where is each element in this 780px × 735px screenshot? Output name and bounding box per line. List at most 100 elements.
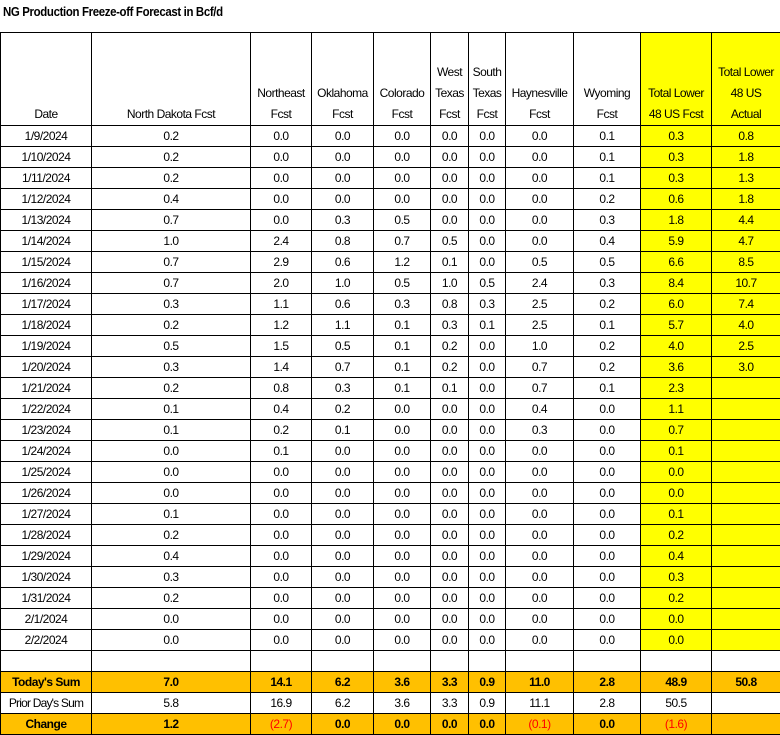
date-cell: 1/21/2024 — [1, 378, 92, 399]
date-cell: 1/14/2024 — [1, 231, 92, 252]
value-cell-west-texas-fcst: 0.0 — [431, 462, 469, 483]
value-cell-total-lower-48-us-actual — [712, 609, 780, 630]
value-cell-north-dakota-fcst: 0.1 — [92, 399, 251, 420]
summary-value: 0.9 — [469, 693, 506, 714]
value-cell-south-texas-fcst: 0.0 — [469, 126, 506, 147]
value-cell-total-lower-48-us-actual — [712, 546, 780, 567]
value-cell-northeast-fcst: 0.1 — [251, 441, 312, 462]
date-cell: 1/15/2024 — [1, 252, 92, 273]
empty-cell — [92, 651, 251, 672]
date-cell: 1/9/2024 — [1, 126, 92, 147]
header-text: Fcst — [597, 107, 618, 121]
value-cell-north-dakota-fcst: 0.0 — [92, 630, 251, 651]
value-cell-south-texas-fcst: 0.0 — [469, 147, 506, 168]
value-cell-oklahoma-fcst: 0.0 — [312, 588, 374, 609]
summary-value: 11.1 — [506, 693, 574, 714]
summary-value: 6.2 — [312, 672, 374, 693]
header-text: South — [473, 65, 502, 79]
value-cell-west-texas-fcst: 0.0 — [431, 147, 469, 168]
value-cell-oklahoma-fcst: 0.0 — [312, 504, 374, 525]
date-cell: 1/13/2024 — [1, 210, 92, 231]
date-cell: 1/28/2024 — [1, 525, 92, 546]
value-cell-south-texas-fcst: 0.0 — [469, 210, 506, 231]
value-cell-northeast-fcst: 0.0 — [251, 504, 312, 525]
summary-value: 0.9 — [469, 672, 506, 693]
value-cell-total-lower-48-us-fcst: 0.4 — [641, 546, 712, 567]
value-cell-wyoming-fcst: 0.3 — [574, 273, 641, 294]
summary-value: 3.3 — [431, 672, 469, 693]
value-cell-northeast-fcst: 0.2 — [251, 420, 312, 441]
value-cell-northeast-fcst: 1.4 — [251, 357, 312, 378]
summary-value: 16.9 — [251, 693, 312, 714]
value-cell-haynesville-fcst: 0.0 — [506, 567, 574, 588]
value-cell-haynesville-fcst: 0.0 — [506, 483, 574, 504]
value-cell-oklahoma-fcst: 0.2 — [312, 399, 374, 420]
value-cell-north-dakota-fcst: 0.3 — [92, 294, 251, 315]
summary-value: 14.1 — [251, 672, 312, 693]
value-cell-north-dakota-fcst: 0.0 — [92, 441, 251, 462]
value-cell-wyoming-fcst: 0.0 — [574, 483, 641, 504]
value-cell-colorado-fcst: 0.0 — [374, 399, 431, 420]
value-cell-haynesville-fcst: 0.0 — [506, 525, 574, 546]
value-cell-northeast-fcst: 0.0 — [251, 609, 312, 630]
value-cell-west-texas-fcst: 0.2 — [431, 357, 469, 378]
value-cell-total-lower-48-us-actual — [712, 420, 780, 441]
value-cell-wyoming-fcst: 0.0 — [574, 630, 641, 651]
value-cell-haynesville-fcst: 0.0 — [506, 546, 574, 567]
value-cell-total-lower-48-us-fcst: 0.3 — [641, 147, 712, 168]
value-cell-total-lower-48-us-actual: 10.7 — [712, 273, 780, 294]
date-cell: 1/31/2024 — [1, 588, 92, 609]
summary-value: 6.2 — [312, 693, 374, 714]
header-text: Colorado — [380, 86, 425, 100]
date-cell: 1/12/2024 — [1, 189, 92, 210]
value-cell-total-lower-48-us-actual: 1.3 — [712, 168, 780, 189]
value-cell-colorado-fcst: 0.0 — [374, 546, 431, 567]
summary-value: 3.6 — [374, 672, 431, 693]
summary-value — [712, 714, 780, 735]
value-cell-oklahoma-fcst: 0.6 — [312, 252, 374, 273]
value-cell-wyoming-fcst: 0.0 — [574, 504, 641, 525]
value-cell-west-texas-fcst: 0.0 — [431, 567, 469, 588]
value-cell-north-dakota-fcst: 0.1 — [92, 420, 251, 441]
value-cell-haynesville-fcst: 0.3 — [506, 420, 574, 441]
value-cell-oklahoma-fcst: 0.0 — [312, 546, 374, 567]
value-cell-south-texas-fcst: 0.0 — [469, 336, 506, 357]
header-text: Actual — [731, 107, 761, 121]
summary-label: Today's Sum — [1, 672, 92, 693]
empty-cell — [641, 651, 712, 672]
value-cell-wyoming-fcst: 0.0 — [574, 567, 641, 588]
empty-cell — [431, 651, 469, 672]
value-cell-haynesville-fcst: 0.0 — [506, 462, 574, 483]
value-cell-wyoming-fcst: 0.1 — [574, 315, 641, 336]
value-cell-colorado-fcst: 0.1 — [374, 378, 431, 399]
header-text: Oklahoma — [317, 86, 368, 100]
value-cell-west-texas-fcst: 0.5 — [431, 231, 469, 252]
value-cell-haynesville-fcst: 0.0 — [506, 168, 574, 189]
value-cell-wyoming-fcst: 0.1 — [574, 378, 641, 399]
value-cell-wyoming-fcst: 0.2 — [574, 189, 641, 210]
value-cell-colorado-fcst: 0.0 — [374, 609, 431, 630]
value-cell-north-dakota-fcst: 0.0 — [92, 609, 251, 630]
value-cell-total-lower-48-us-fcst: 5.7 — [641, 315, 712, 336]
value-cell-south-texas-fcst: 0.0 — [469, 588, 506, 609]
empty-cell — [374, 651, 431, 672]
date-cell: 2/2/2024 — [1, 630, 92, 651]
value-cell-north-dakota-fcst: 0.2 — [92, 315, 251, 336]
value-cell-south-texas-fcst: 0.0 — [469, 609, 506, 630]
value-cell-west-texas-fcst: 0.3 — [431, 315, 469, 336]
summary-value: 0.0 — [312, 714, 374, 735]
header-text: Total Lower — [718, 65, 774, 79]
value-cell-northeast-fcst: 2.9 — [251, 252, 312, 273]
value-cell-haynesville-fcst: 0.0 — [506, 504, 574, 525]
value-cell-south-texas-fcst: 0.0 — [469, 441, 506, 462]
